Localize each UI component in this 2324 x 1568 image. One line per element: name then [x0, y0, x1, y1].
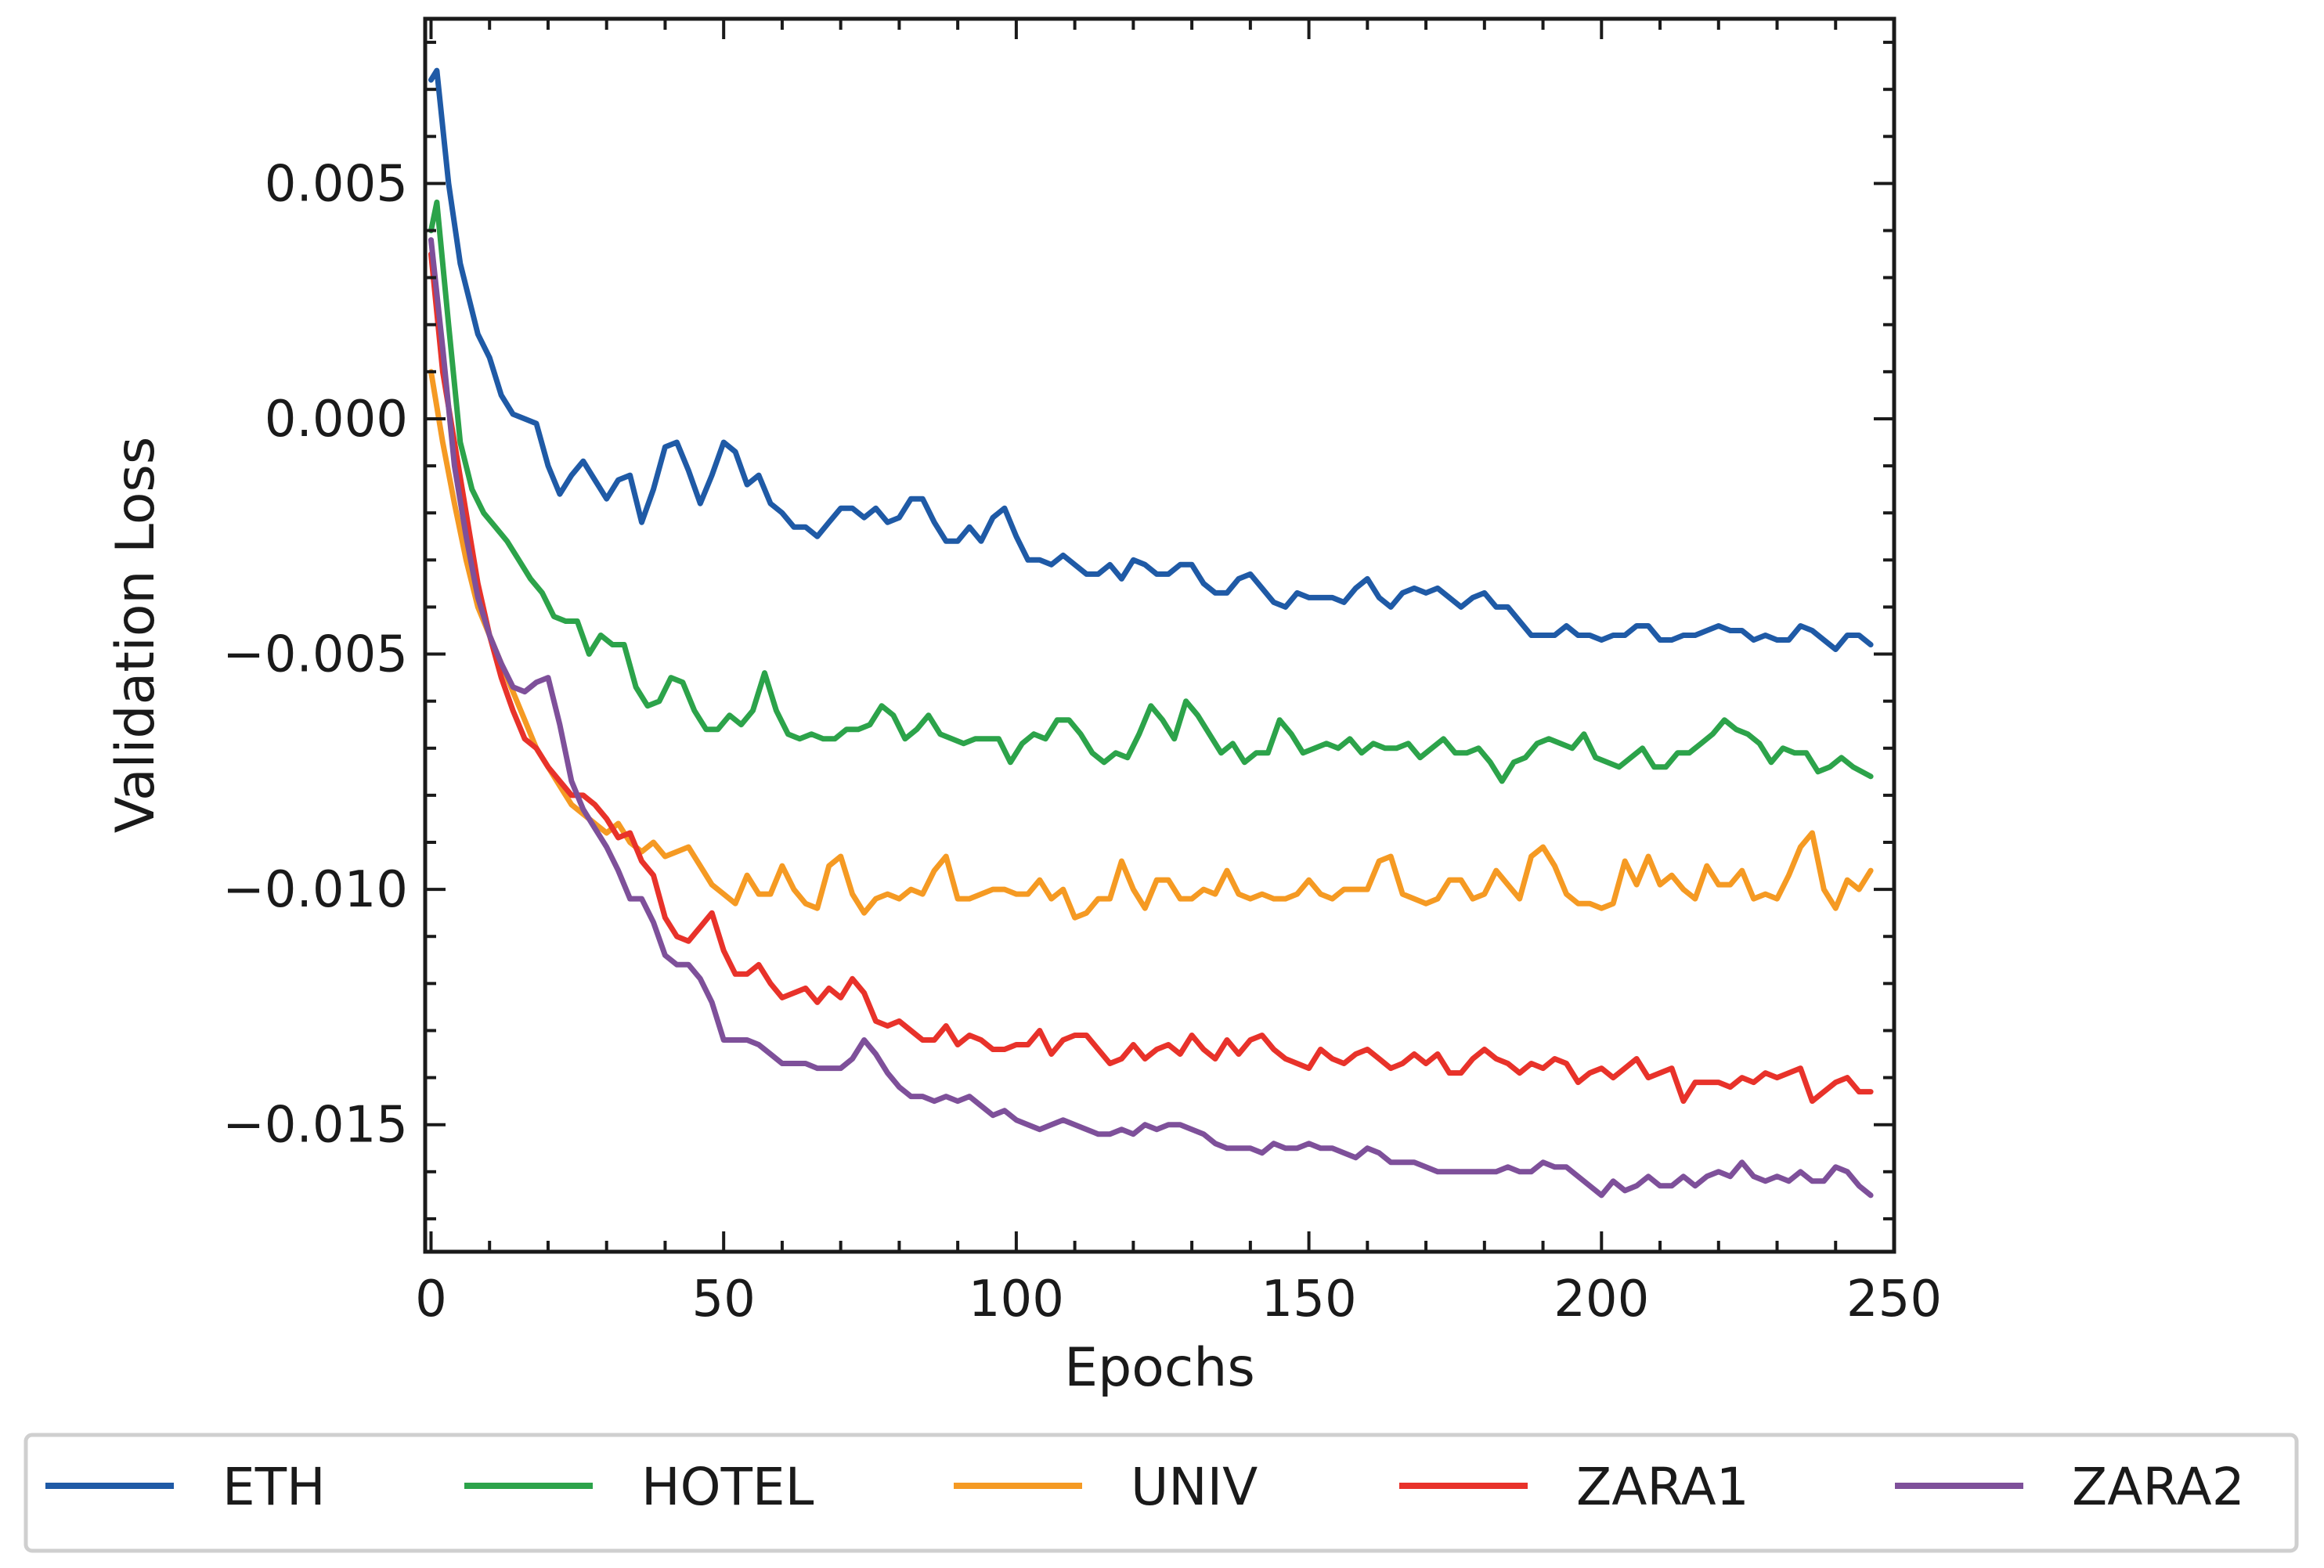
plot-frame: [423, 16, 1896, 1254]
x-axis-title: Epochs: [1064, 1337, 1255, 1399]
series-line-eth: [428, 67, 1874, 652]
series-layer: [428, 67, 1874, 1199]
y-tick-label: 0.000: [265, 391, 408, 449]
legend-item-hotel: HOTEL: [464, 1457, 814, 1517]
x-tick-label: 200: [1554, 1271, 1649, 1328]
tick-labels: 0 50 100 150 200 250 0.005 0.000 −0.005 −0.010 −0.…: [222, 155, 1942, 1328]
x-tick-label: 150: [1261, 1271, 1357, 1328]
legend-item-eth: ETH: [45, 1457, 326, 1517]
legend: ETH HOTEL UNIV ZARA1 ZARA2: [23, 1433, 2299, 1553]
y-tick-label: −0.010: [222, 861, 408, 919]
legend-label: HOTEL: [641, 1457, 814, 1517]
legend-frame: [23, 1433, 2299, 1553]
series-line-zara2: [428, 237, 1874, 1199]
legend-label: ZARA2: [2072, 1457, 2245, 1517]
x-tick-label: 250: [1846, 1271, 1942, 1328]
series-line-hotel: [428, 199, 1874, 784]
legend-item-zara1: ZARA1: [1399, 1457, 1749, 1517]
legend-item-univ: UNIV: [954, 1457, 1258, 1517]
legend-label: UNIV: [1131, 1457, 1258, 1517]
series-line-zara1: [428, 251, 1874, 1105]
y-tick-label: −0.005: [222, 626, 408, 684]
y-tick-label: −0.015: [222, 1097, 408, 1155]
x-tick-label: 100: [969, 1271, 1064, 1328]
x-tick-label: 50: [691, 1271, 755, 1328]
y-axis-title: Validation Loss: [105, 437, 167, 834]
legend-label: ZARA1: [1576, 1457, 1749, 1517]
ticks-layer: [425, 19, 1896, 1252]
x-tick-label: 0: [415, 1271, 447, 1328]
legend-label: ETH: [222, 1457, 326, 1517]
series-line-univ: [428, 369, 1874, 921]
y-tick-label: 0.005: [265, 155, 408, 213]
legend-item-zara2: ZARA2: [1895, 1457, 2245, 1517]
